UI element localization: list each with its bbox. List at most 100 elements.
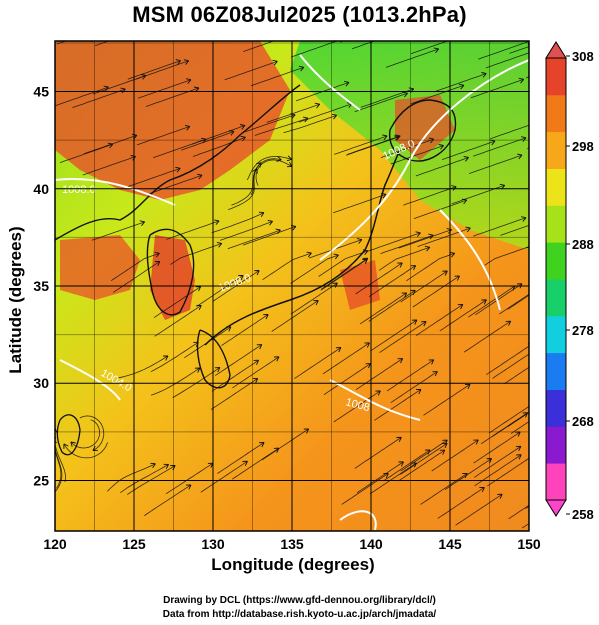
streamline xyxy=(354,92,408,113)
streamline xyxy=(403,186,457,206)
streamline xyxy=(355,262,403,295)
streamline xyxy=(165,462,214,495)
streamline xyxy=(478,41,529,60)
streamline xyxy=(79,415,105,451)
streamline xyxy=(474,445,522,478)
streamline xyxy=(153,286,201,318)
streamline-arrow xyxy=(396,436,402,442)
streamline xyxy=(83,134,138,155)
streamline-arrow xyxy=(306,251,312,258)
streamline xyxy=(423,383,471,416)
streamline-arrow xyxy=(362,257,369,263)
streamline-arrow xyxy=(515,431,521,437)
colorbar-segment xyxy=(546,279,566,317)
streamline-arrow xyxy=(398,461,404,467)
streamline-arrow xyxy=(465,383,471,389)
streamline-arrow xyxy=(256,344,263,350)
streamline-arrow xyxy=(531,243,536,248)
streamline-arrow xyxy=(291,32,296,37)
streamline xyxy=(55,86,109,106)
streamline-arrow xyxy=(303,116,309,123)
x-tick-label: 120 xyxy=(43,536,67,552)
streamline-arrow xyxy=(516,454,522,460)
kanto-hot xyxy=(340,260,380,310)
streamline-arrow xyxy=(184,124,191,131)
colorbar-segment xyxy=(546,242,566,280)
streamline-arrow xyxy=(517,153,523,160)
streamline-arrow xyxy=(442,442,448,449)
colorbar-min-arrow xyxy=(545,499,567,517)
streamline-arrow xyxy=(424,245,431,252)
colorbar-max-label: 308 xyxy=(572,49,594,64)
y-tick-label: 30 xyxy=(33,375,49,391)
colorbar: 308 298 288 278 268 258 xyxy=(545,41,594,522)
streamline-arrow xyxy=(534,347,539,352)
streamline xyxy=(374,389,422,421)
streamline-arrow xyxy=(481,72,487,78)
streamline xyxy=(473,217,527,237)
streamline-arrow xyxy=(397,262,403,268)
streamline xyxy=(55,446,63,493)
streamline xyxy=(242,114,296,134)
streamline xyxy=(271,300,319,332)
streamline xyxy=(153,138,207,159)
colorbar-segment xyxy=(546,94,566,133)
streamline xyxy=(400,442,448,475)
streamline-arrow xyxy=(194,367,201,373)
streamline xyxy=(368,289,416,322)
streamline-arrow xyxy=(531,402,536,407)
streamline-arrow xyxy=(55,440,57,444)
streamline xyxy=(492,353,529,379)
streamline xyxy=(255,159,293,186)
streamline xyxy=(294,347,342,379)
isobar xyxy=(299,54,361,111)
colorbar-min-label: 258 xyxy=(572,507,594,522)
streamline xyxy=(127,60,181,80)
streamline-arrow xyxy=(276,156,282,162)
x-tick-label: 145 xyxy=(438,536,462,552)
streamline xyxy=(433,73,487,93)
streamline-arrow xyxy=(193,341,199,347)
streamline xyxy=(468,285,516,318)
isobar xyxy=(55,178,176,206)
streamline-arrow xyxy=(259,442,265,448)
streamline-arrow xyxy=(442,439,448,445)
streamline xyxy=(333,390,381,423)
streamline xyxy=(136,126,190,146)
streamline xyxy=(347,135,401,155)
streamline xyxy=(499,293,529,315)
streamline xyxy=(463,320,511,353)
colorbar-segment xyxy=(546,426,566,464)
streamline-arrow xyxy=(63,443,69,449)
streamline-arrow xyxy=(432,371,438,377)
streamline-arrow xyxy=(558,34,563,39)
streamline-arrow xyxy=(534,406,539,411)
lat-lon-grid xyxy=(55,41,529,531)
streamline xyxy=(473,431,521,464)
streamline xyxy=(441,140,496,160)
streamline-arrow xyxy=(214,219,220,225)
streamline-arrow xyxy=(201,137,207,144)
streamline-arrow xyxy=(238,274,244,281)
streamline xyxy=(437,487,485,519)
streamline xyxy=(490,124,529,140)
streamline-arrow xyxy=(401,292,408,298)
streamline-arrow xyxy=(143,26,148,31)
streamline-arrow xyxy=(424,449,431,455)
streamline xyxy=(398,229,452,249)
streamline xyxy=(290,282,338,315)
streamline xyxy=(107,463,156,492)
colorbar-segment xyxy=(546,315,566,354)
streamline xyxy=(250,158,282,196)
streamline-arrow xyxy=(383,472,389,479)
streamline xyxy=(224,60,278,81)
streamline xyxy=(232,356,280,389)
streamline-arrow xyxy=(521,216,527,222)
streamline-arrow xyxy=(175,166,181,173)
streamline-arrow xyxy=(486,458,493,464)
colorbar-segment xyxy=(546,463,566,501)
y-tick-label: 25 xyxy=(33,472,49,488)
colorbar-segment xyxy=(546,352,566,390)
streamline xyxy=(323,363,371,396)
streamline xyxy=(116,355,169,379)
